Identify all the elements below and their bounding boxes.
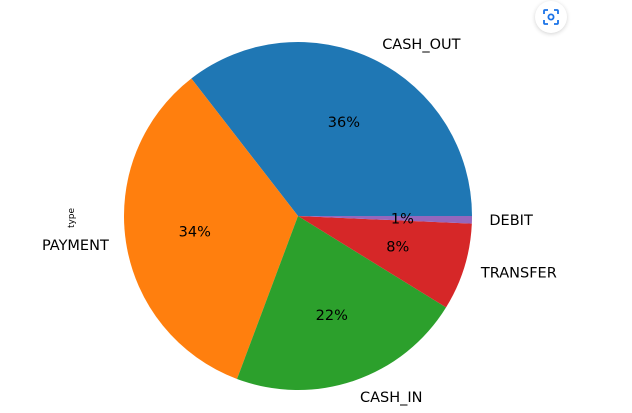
slice-label-cash-in: CASH_IN	[360, 390, 423, 406]
pct-label-payment: 34%	[179, 225, 211, 241]
pie-slice-cash-in	[237, 216, 447, 390]
pct-label-cash-in: 22%	[316, 308, 348, 324]
image-scan-icon	[543, 9, 559, 25]
pct-label-debit: 1%	[391, 211, 414, 227]
slice-label-payment: PAYMENT	[42, 238, 109, 254]
y-axis-label: type	[67, 207, 77, 228]
slice-label-transfer: TRANSFER	[480, 265, 557, 281]
pct-label-transfer: 8%	[386, 240, 409, 256]
pie-slice-cash-out	[191, 41, 473, 216]
slice-label-cash-out: CASH_OUT	[382, 37, 460, 53]
pie-labels: CASH_OUT 36% PAYMENT 34% CASH_IN 22% TRANSFER 8…	[42, 37, 557, 406]
image-scan-button[interactable]	[535, 1, 567, 33]
pct-label-cash-out: 36%	[328, 115, 360, 131]
pie-slice-debit	[298, 216, 472, 224]
pie-slice-transfer	[298, 216, 472, 308]
pie-slice-payment	[123, 78, 298, 379]
pie-slices	[123, 41, 473, 390]
slice-label-debit: DEBIT	[489, 213, 533, 229]
